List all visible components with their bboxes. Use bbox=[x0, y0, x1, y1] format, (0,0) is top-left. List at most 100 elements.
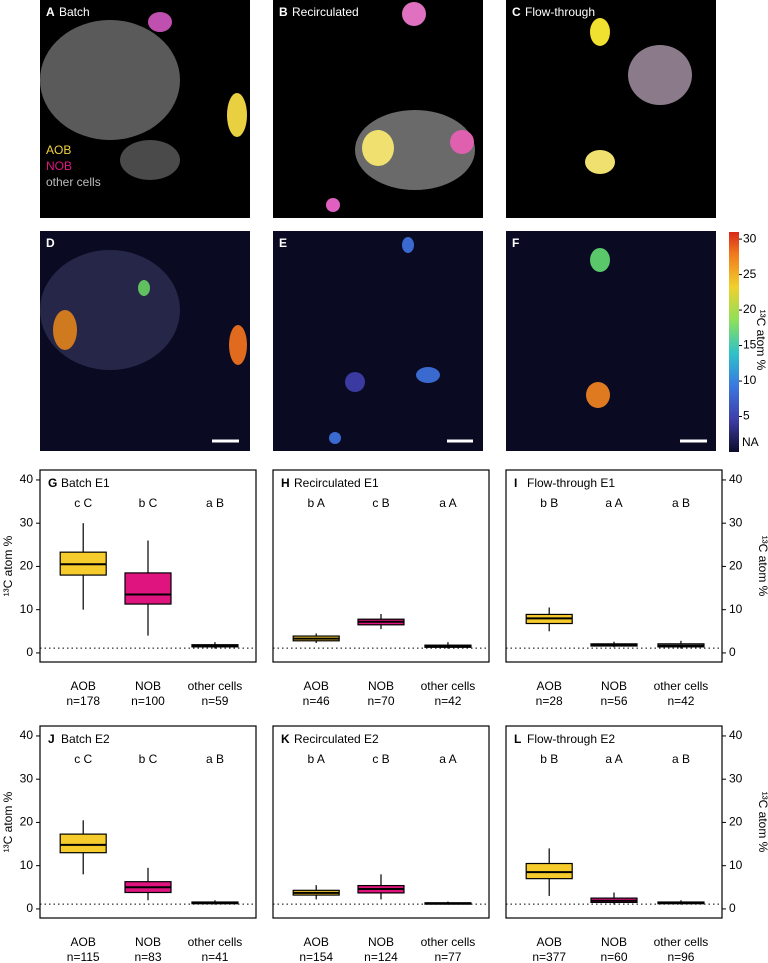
colorbar-tick-label: 10 bbox=[743, 373, 757, 387]
x-tick-label: other cells bbox=[421, 679, 476, 693]
panel-title: Batch E1 bbox=[61, 476, 110, 490]
y-axis-label: ¹³C atom % bbox=[1, 535, 15, 596]
y-tick-label: 20 bbox=[20, 815, 34, 829]
n-label: n=124 bbox=[364, 950, 398, 963]
legend-entry: AOB bbox=[46, 143, 71, 157]
significance-letters: c C bbox=[74, 752, 92, 766]
x-tick-label: NOB bbox=[135, 935, 161, 949]
n-label: n=178 bbox=[66, 694, 100, 708]
x-tick-label: AOB bbox=[71, 679, 96, 693]
panel-letter: A bbox=[46, 5, 55, 19]
y-tick-label: 30 bbox=[729, 515, 743, 529]
significance-letters: b B bbox=[540, 752, 558, 766]
panel-title: Recirculated E1 bbox=[294, 476, 379, 490]
colorbar-tick-label: 5 bbox=[743, 409, 750, 423]
n-label: n=115 bbox=[67, 950, 100, 963]
n-label: n=59 bbox=[201, 694, 228, 708]
significance-letters: b A bbox=[308, 752, 325, 766]
colorbar-label: ¹³C atom % bbox=[754, 310, 768, 371]
n-label: n=56 bbox=[600, 694, 627, 708]
significance-letters: a B bbox=[672, 752, 690, 766]
y-tick-label: 0 bbox=[26, 901, 33, 915]
colorbar bbox=[729, 232, 739, 452]
panel-letter: K bbox=[281, 732, 290, 746]
significance-letters: a B bbox=[206, 752, 224, 766]
y-tick-label: 20 bbox=[729, 559, 743, 573]
significance-letters: b A bbox=[308, 496, 325, 510]
y-tick-label: 10 bbox=[20, 602, 34, 616]
y-axis-label: ¹³C atom % bbox=[756, 536, 768, 597]
significance-letters: c C bbox=[74, 496, 92, 510]
significance-letters: c B bbox=[372, 496, 389, 510]
panel-title: Recirculated E2 bbox=[294, 732, 379, 746]
n-label: n=154 bbox=[299, 950, 333, 963]
n-label: n=46 bbox=[303, 694, 330, 708]
panel-letter: D bbox=[46, 236, 55, 250]
n-label: n=83 bbox=[134, 950, 161, 963]
x-tick-label: AOB bbox=[71, 935, 96, 949]
n-label: n=42 bbox=[667, 694, 694, 708]
significance-letters: b B bbox=[540, 496, 558, 510]
panel-letter: H bbox=[281, 476, 290, 490]
panel-title: Batch bbox=[59, 5, 90, 19]
y-tick-label: 40 bbox=[729, 472, 743, 486]
x-tick-label: AOB bbox=[537, 935, 562, 949]
panel-title: Flow-through E1 bbox=[527, 476, 615, 490]
x-tick-label: NOB bbox=[368, 935, 394, 949]
colorbar-tick-label: 20 bbox=[743, 302, 757, 316]
plot-frame bbox=[272, 725, 490, 919]
n-label: n=96 bbox=[667, 950, 694, 963]
box bbox=[124, 572, 172, 605]
legend-entry: NOB bbox=[46, 159, 72, 173]
x-tick-label: other cells bbox=[654, 679, 709, 693]
y-tick-label: 30 bbox=[20, 771, 34, 785]
panel-letter: J bbox=[48, 732, 55, 746]
x-tick-label: other cells bbox=[654, 935, 709, 949]
x-tick-label: other cells bbox=[188, 935, 243, 949]
x-tick-label: NOB bbox=[368, 679, 394, 693]
panel-title: Batch E2 bbox=[61, 732, 110, 746]
x-tick-label: other cells bbox=[188, 679, 243, 693]
y-axis-label: ¹³C atom % bbox=[1, 791, 15, 852]
significance-letters: a A bbox=[605, 496, 622, 510]
y-tick-label: 10 bbox=[729, 602, 743, 616]
panel-letter: B bbox=[279, 5, 288, 19]
panel-title: Flow-through bbox=[525, 5, 595, 19]
y-tick-label: 20 bbox=[729, 815, 743, 829]
x-tick-label: other cells bbox=[421, 935, 476, 949]
x-tick-label: AOB bbox=[304, 935, 329, 949]
n-label: n=77 bbox=[434, 950, 461, 963]
panel-letter: I bbox=[514, 476, 517, 490]
y-tick-label: 40 bbox=[729, 728, 743, 742]
panel-letter: C bbox=[512, 5, 521, 19]
microscopy-panels bbox=[40, 0, 716, 451]
x-tick-label: AOB bbox=[537, 679, 562, 693]
y-tick-label: 10 bbox=[20, 858, 34, 872]
plot-frame bbox=[272, 469, 490, 663]
panel-letter: G bbox=[48, 476, 57, 490]
box bbox=[59, 833, 107, 854]
legend-entry: other cells bbox=[46, 175, 101, 189]
y-tick-label: 0 bbox=[26, 645, 33, 659]
significance-letters: b C bbox=[139, 496, 158, 510]
x-tick-label: NOB bbox=[135, 679, 161, 693]
panel-title: Recirculated bbox=[292, 5, 359, 19]
y-tick-label: 0 bbox=[729, 901, 736, 915]
n-label: n=41 bbox=[201, 950, 228, 963]
x-tick-label: NOB bbox=[601, 935, 627, 949]
x-tick-label: NOB bbox=[601, 679, 627, 693]
significance-letters: c B bbox=[372, 752, 389, 766]
significance-letters: a B bbox=[206, 496, 224, 510]
significance-letters: a A bbox=[439, 496, 456, 510]
colorbar-tick-label: 30 bbox=[743, 231, 757, 245]
panel-letter: L bbox=[514, 732, 521, 746]
n-label: n=60 bbox=[600, 950, 627, 963]
y-tick-label: 30 bbox=[20, 515, 34, 529]
y-tick-label: 40 bbox=[20, 472, 34, 486]
